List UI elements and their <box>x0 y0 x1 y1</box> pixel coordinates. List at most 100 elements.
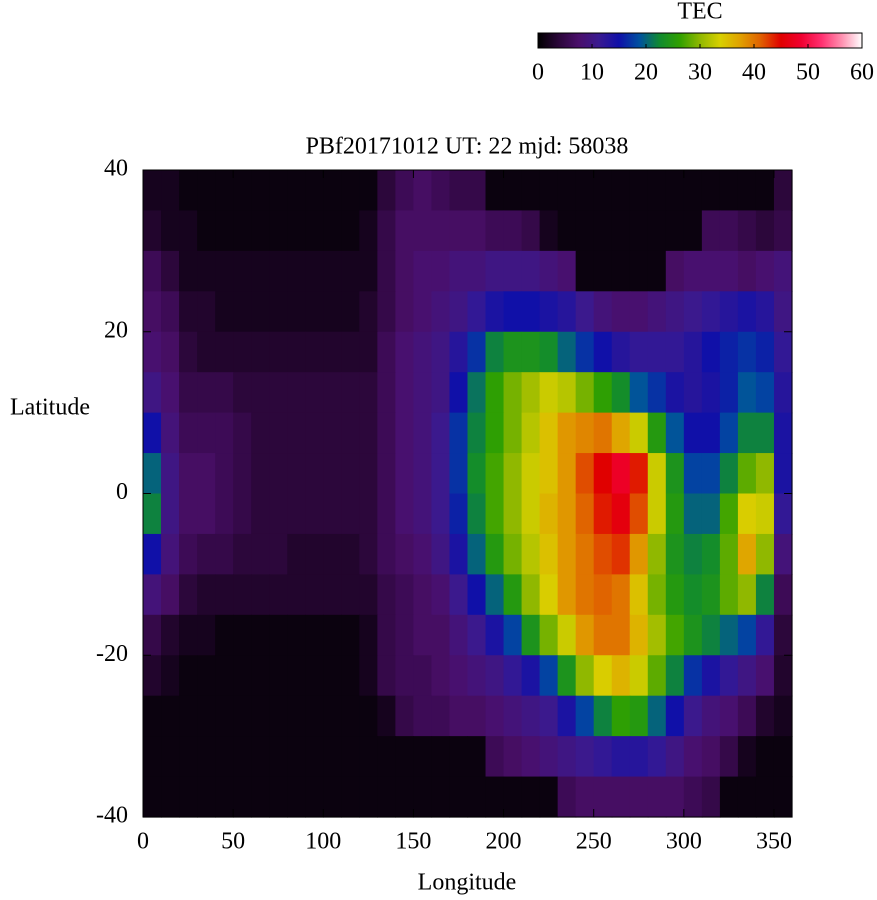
heatmap-cell <box>467 695 487 737</box>
heatmap-cell <box>179 331 198 373</box>
y-tick-label: 0 <box>116 479 128 505</box>
heatmap-cell <box>701 695 721 737</box>
heatmap-cell <box>449 170 469 212</box>
heatmap-cell <box>287 250 306 292</box>
heatmap-cell <box>521 695 541 737</box>
heatmap-cell <box>665 614 685 656</box>
heatmap-cell <box>197 695 216 737</box>
heatmap-cell <box>719 412 739 454</box>
heatmap-cell <box>467 776 487 818</box>
heatmap-cell <box>323 170 342 212</box>
heatmap-cell <box>539 453 559 495</box>
heatmap-cell <box>161 493 180 535</box>
heatmap-cell <box>341 372 360 414</box>
heatmap-cell <box>413 210 433 252</box>
y-axis-label: Latitude <box>10 395 90 421</box>
colorbar-tick-label: 40 <box>742 60 766 86</box>
heatmap-cell <box>719 331 739 373</box>
heatmap-cell <box>755 655 775 697</box>
heatmap-cell <box>413 736 433 778</box>
heatmap-cell <box>359 533 378 575</box>
heatmap-cell <box>269 210 288 252</box>
heatmap-cell <box>737 291 757 333</box>
heatmap-cell <box>629 291 649 333</box>
x-tick-label: 200 <box>486 829 522 855</box>
heatmap-cell <box>755 695 775 737</box>
heatmap-cell <box>701 736 721 778</box>
heatmap-cell <box>143 291 162 333</box>
heatmap-cell <box>323 695 342 737</box>
heatmap-cell <box>521 776 541 818</box>
heatmap-cell <box>539 493 559 535</box>
heatmap-cell <box>557 210 577 252</box>
heatmap-cell <box>143 695 162 737</box>
heatmap-cell <box>161 291 180 333</box>
heatmap-cell <box>431 574 451 616</box>
heatmap-cell <box>305 250 324 292</box>
heatmap-cell <box>323 412 342 454</box>
heatmap-cell <box>629 614 649 656</box>
y-tick-label: 40 <box>104 156 128 182</box>
heatmap-cell <box>503 736 523 778</box>
heatmap-cell <box>215 574 234 616</box>
heatmap-cell <box>485 412 505 454</box>
heatmap-cell <box>233 655 252 697</box>
heatmap-cell <box>611 412 631 454</box>
heatmap-cell <box>611 493 631 535</box>
heatmap-cell <box>521 574 541 616</box>
heatmap-cell <box>539 574 559 616</box>
heatmap-cell <box>485 210 505 252</box>
x-tick-label: 50 <box>221 829 245 855</box>
heatmap-cell <box>287 331 306 373</box>
heatmap-cell <box>395 493 415 535</box>
heatmap-cell <box>215 453 234 495</box>
heatmap-cell <box>719 291 739 333</box>
heatmap-cell <box>467 250 487 292</box>
heatmap-cell <box>305 453 324 495</box>
heatmap-cell <box>557 412 577 454</box>
heatmap-cell <box>323 372 342 414</box>
heatmap-cell <box>647 210 667 252</box>
colorbar-tick-label: 60 <box>850 60 874 86</box>
heatmap-cell <box>539 250 559 292</box>
heatmap-cell <box>719 210 739 252</box>
heatmap-cell <box>629 574 649 616</box>
heatmap-cell <box>269 291 288 333</box>
heatmap-cell <box>251 736 270 778</box>
heatmap-cell <box>629 655 649 697</box>
heatmap-cell <box>395 736 415 778</box>
heatmap-cell <box>773 533 793 575</box>
heatmap-cell <box>305 695 324 737</box>
heatmap-cell <box>521 331 541 373</box>
heatmap-cell <box>611 655 631 697</box>
heatmap-cell <box>773 291 793 333</box>
x-tick-label: 100 <box>305 829 341 855</box>
heatmap-cell <box>557 372 577 414</box>
heatmap-cell <box>413 170 433 212</box>
heatmap-cell <box>341 614 360 656</box>
heatmap-cell <box>215 655 234 697</box>
heatmap-cell <box>197 210 216 252</box>
heatmap-cell <box>647 736 667 778</box>
heatmap-cell <box>323 493 342 535</box>
heatmap-cell <box>701 453 721 495</box>
heatmap-cell <box>665 453 685 495</box>
heatmap-cell <box>557 331 577 373</box>
heatmap-cell <box>179 372 198 414</box>
heatmap-cell <box>143 453 162 495</box>
heatmap-cell <box>521 250 541 292</box>
heatmap-cell <box>269 614 288 656</box>
chart-title: PBf20171012 UT: 22 mjd: 58038 <box>306 134 629 160</box>
heatmap-cell <box>341 736 360 778</box>
heatmap-cell <box>593 493 613 535</box>
heatmap-cell <box>773 776 793 818</box>
heatmap-cell <box>719 655 739 697</box>
heatmap-cell <box>647 655 667 697</box>
heatmap-cell <box>233 250 252 292</box>
heatmap-cell <box>431 533 451 575</box>
heatmap-cell <box>359 372 378 414</box>
heatmap-cell <box>503 412 523 454</box>
heatmap-cell <box>719 574 739 616</box>
heatmap-cell <box>377 453 396 495</box>
